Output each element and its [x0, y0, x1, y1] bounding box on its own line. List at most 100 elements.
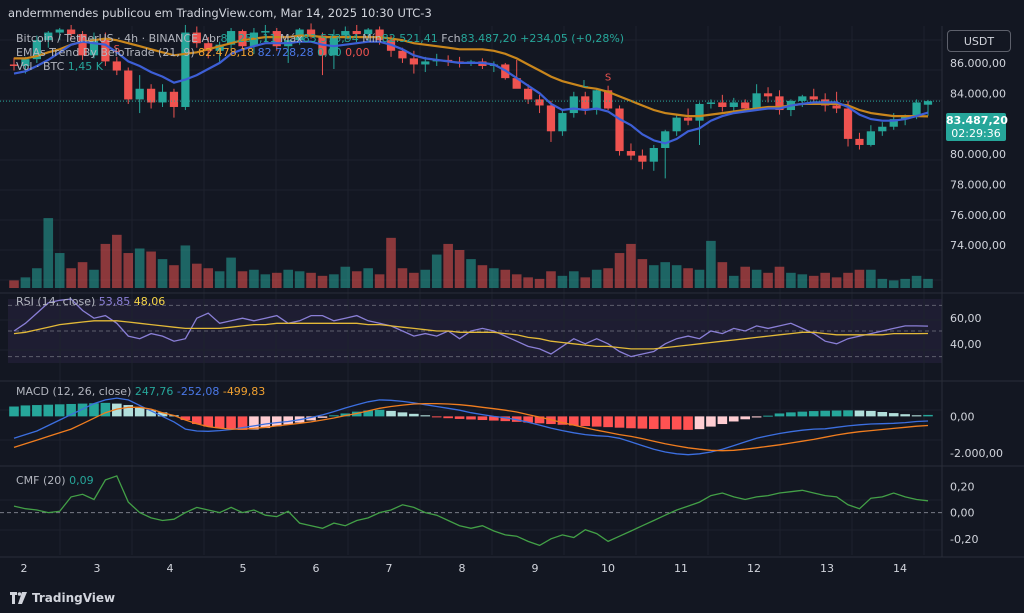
macd-histogram-bar [626, 416, 636, 429]
volume-bar [797, 274, 808, 288]
macd-legend: MACD (12, 26, close) 247,76 -252,08 -499… [16, 385, 265, 398]
macd-histogram-bar [591, 416, 602, 427]
rsi-axis-label: 60,00 [950, 312, 982, 325]
high-label: Máx [280, 32, 303, 45]
candle-body [615, 108, 624, 152]
volume-bar [843, 272, 853, 288]
candle-body [101, 38, 110, 62]
macd-histogram-bar [797, 411, 808, 417]
macd-histogram-bar [100, 402, 111, 417]
ema-value-2: 82.728,28 [257, 46, 314, 59]
candle-body [409, 58, 418, 65]
macd-histogram-bar [271, 416, 282, 427]
macd-histogram-bar [820, 410, 830, 417]
volume-bar [249, 269, 259, 288]
currency-button[interactable]: USDT [947, 30, 1011, 52]
candle-body [603, 90, 613, 109]
candle-body [272, 31, 281, 47]
volume-bar [854, 269, 865, 288]
macd-signal-line [13, 402, 929, 452]
high-value: 83.573,94 [302, 32, 359, 45]
volume-bar [237, 271, 248, 288]
volume-indicator-name[interactable]: Vol · BTC [16, 60, 65, 73]
time-axis-label: 12 [747, 562, 761, 575]
symbol-name[interactable]: Bitcoin / TetherUS · 4h · BINANCE [16, 32, 198, 45]
macd-histogram-bar [717, 416, 728, 425]
candle-body [169, 91, 179, 107]
candle-body [546, 105, 556, 132]
macd-histogram-bar [77, 403, 88, 417]
volume-bar [454, 250, 465, 288]
macd-histogram-bar [728, 416, 739, 422]
volume-bar [374, 274, 385, 288]
candle-body [32, 40, 41, 60]
tradingview-brand[interactable]: TradingView [10, 591, 115, 605]
macd-histogram-bar [180, 416, 191, 421]
candle-body [901, 116, 910, 120]
volume-bar [637, 259, 648, 288]
volume-bar [123, 253, 134, 288]
candle-body [9, 64, 19, 66]
volume-bar [649, 265, 659, 288]
ema-indicator-name[interactable]: EMAs Trend By BeloTrade (21, 9) [16, 46, 195, 59]
ema-slow-line [14, 34, 929, 118]
volume-bar [112, 234, 122, 288]
volume-bar [489, 268, 499, 288]
candle-body [146, 88, 156, 103]
volume-bar [477, 265, 488, 288]
candle-body [775, 96, 784, 111]
volume-bar [32, 268, 42, 288]
volume-bar [877, 278, 888, 288]
rsi-ma-line [13, 320, 929, 350]
macd-histogram-bar [431, 416, 442, 418]
volume-bar [740, 266, 750, 288]
time-axis-label: 4 [167, 562, 174, 575]
price-axis-label: 86.000,00 [950, 57, 1006, 70]
price-axis-label: 78.000,00 [950, 178, 1006, 191]
volume-bar [660, 262, 671, 288]
volume-bar [306, 272, 316, 288]
macd-indicator-name[interactable]: MACD (12, 26, close) [16, 385, 132, 398]
macd-histogram-bar [317, 416, 328, 418]
main-legend: Bitcoin / TetherUS · 4h · BINANCE Abr83.… [16, 32, 624, 74]
candle-body [672, 117, 681, 132]
macd-histogram-value: 247,76 [134, 385, 174, 398]
volume-bar [134, 248, 145, 288]
volume-bar [774, 266, 785, 288]
time-axis-label: 13 [820, 562, 834, 575]
volume-bar [157, 259, 168, 288]
volume-bar [443, 243, 453, 288]
candle-body [181, 32, 190, 107]
ema-value-3: 0,00 [317, 46, 342, 59]
low-label: Mín [362, 32, 382, 45]
cmf-legend: CMF (20) 0,09 [16, 474, 94, 487]
candle-body [626, 151, 636, 156]
volume-bar [283, 269, 293, 288]
macd-histogram-bar [283, 416, 293, 425]
macd-histogram-bar [466, 416, 476, 420]
volume-bar [317, 275, 328, 288]
candle-body [912, 102, 921, 117]
publisher-line: andermmendes publicou em TradingView.com… [8, 6, 432, 20]
ohlc-legend-row: Bitcoin / TetherUS · 4h · BINANCE Abr83.… [16, 32, 624, 46]
signal-label: S [114, 44, 120, 55]
macd-histogram-bar [477, 416, 488, 421]
candle-body [866, 131, 875, 145]
candle-body [798, 96, 807, 101]
macd-histogram-bar [32, 405, 42, 417]
candle-countdown: 02:29:36 [951, 127, 1001, 140]
ema-lines [0, 34, 942, 145]
rsi-indicator-name[interactable]: RSI (14, close) [16, 295, 96, 308]
volume-bar [192, 263, 202, 288]
macd-histogram-bar [786, 412, 796, 417]
volume-bar [386, 237, 396, 288]
candle-body [569, 96, 578, 114]
macd-axis-label: -2.000,00 [950, 447, 1003, 460]
macd-histogram-bar [43, 404, 54, 417]
volume-bar [66, 268, 76, 288]
candle-body [855, 138, 864, 145]
candle-body [67, 29, 76, 35]
cmf-indicator-name[interactable]: CMF (20) [16, 474, 66, 487]
macd-pane [9, 397, 933, 456]
